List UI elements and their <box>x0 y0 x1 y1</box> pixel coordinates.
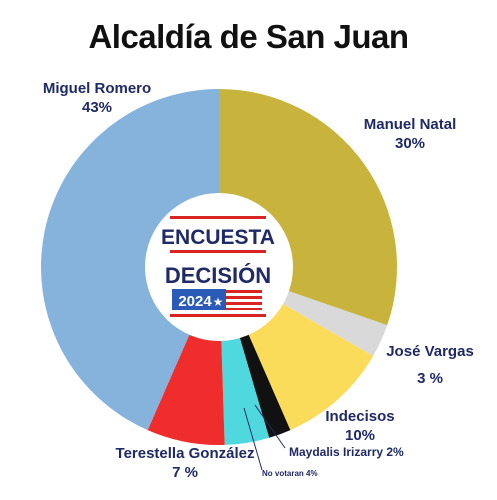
label-jose-vargas-name: José Vargas <box>386 343 474 360</box>
label-jose-vargas-value: 3 % <box>417 369 443 387</box>
label-terestella-gonzalez-name: Terestella González <box>115 445 255 462</box>
encuesta-decision-logo: ENCUESTA DECISIÓN 2024 ★ <box>161 216 275 317</box>
logo-bottom-rule <box>170 314 266 317</box>
donut-slices <box>40 89 398 446</box>
logo-year-box <box>172 289 226 310</box>
label-manuel-natal-value: 30% <box>394 134 426 152</box>
label-indecisos: Indecisos 10% <box>310 408 410 446</box>
label-miguel-romero: Miguel Romero 43% <box>12 80 182 118</box>
label-miguel-romero-name: Miguel Romero <box>42 80 152 97</box>
label-jose-vargas: José Vargas 3 % <box>375 343 485 389</box>
logo-year-text: 2024 <box>178 293 212 310</box>
label-manuel-natal: Manuel Natal 30% <box>340 116 480 154</box>
logo-decision-text: DECISIÓN <box>165 263 271 288</box>
chart-title: Alcaldía de San Juan <box>88 18 409 55</box>
logo-star-icon: ★ <box>213 295 224 309</box>
logo-mid-rule <box>170 250 266 253</box>
label-miguel-romero-value: 43% <box>81 98 113 116</box>
label-terestella-gonzalez: Terestella González 7 % <box>110 445 260 483</box>
leader-line-maydalis <box>254 404 286 449</box>
label-maydalis-irizarry: Maydalis Irizarry 2% <box>289 445 404 459</box>
label-indecisos-name: Indecisos <box>325 408 395 425</box>
logo-top-rule <box>170 216 266 219</box>
label-manuel-natal-name: Manuel Natal <box>363 116 457 133</box>
label-terestella-gonzalez-value: 7 % <box>172 463 198 481</box>
leader-line-no-votaran <box>243 407 263 471</box>
label-indecisos-value: 10% <box>344 426 376 444</box>
logo-encuesta-text: ENCUESTA <box>161 226 275 249</box>
slice-miguel-romero <box>40 89 220 431</box>
label-no-votaran: No votaran 4% <box>262 469 318 478</box>
